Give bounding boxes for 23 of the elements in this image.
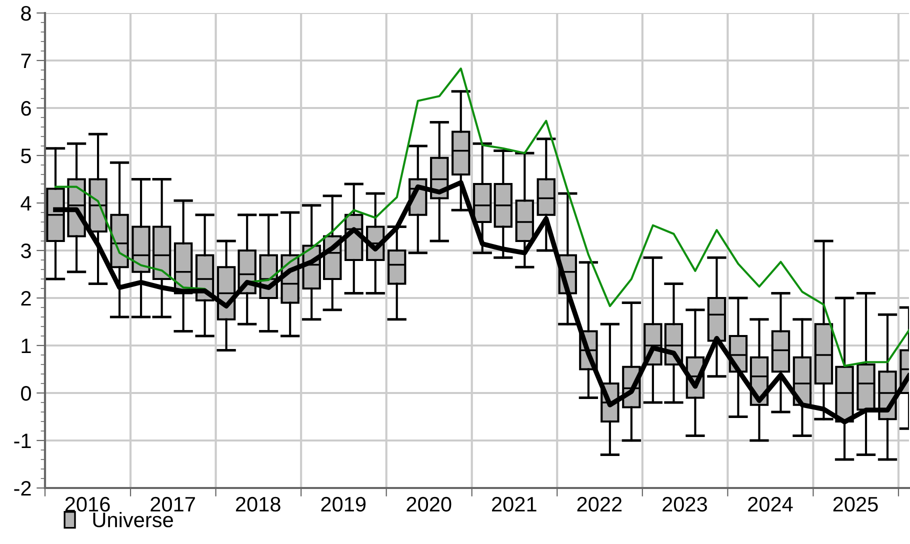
y-tick-label: 7 bbox=[21, 54, 31, 68]
x-tick-label: 2018 bbox=[236, 496, 280, 512]
x-tick-label: 2025 bbox=[833, 496, 878, 512]
y-tick-label: 4 bbox=[20, 196, 32, 211]
y-tick-label: 3 bbox=[21, 244, 31, 258]
y-tick-label: -1 bbox=[14, 434, 31, 448]
x-tick-label: 2017 bbox=[150, 496, 195, 512]
y-tick-label: -2 bbox=[14, 481, 31, 496]
x-tick-label: 2021 bbox=[492, 496, 536, 512]
y-tick-label: 1 bbox=[22, 338, 31, 354]
x-tick-label: 2020 bbox=[406, 496, 452, 512]
line-series bbox=[54, 68, 909, 367]
x-tick-label: 2016 bbox=[65, 496, 110, 512]
y-tick-label: 8 bbox=[21, 6, 31, 21]
y-tick-label: 2 bbox=[21, 291, 31, 306]
y-tick-label: 5 bbox=[21, 148, 31, 164]
x-tick-label: 2024 bbox=[748, 496, 793, 512]
x-tick-label: 2022 bbox=[577, 496, 622, 512]
y-tick-label: 0 bbox=[21, 386, 31, 401]
legend-label: Universe bbox=[93, 512, 173, 528]
x-tick-label: 2019 bbox=[321, 496, 366, 512]
y-tick-label: 6 bbox=[21, 101, 31, 116]
x-tick-label: 2023 bbox=[662, 496, 707, 512]
